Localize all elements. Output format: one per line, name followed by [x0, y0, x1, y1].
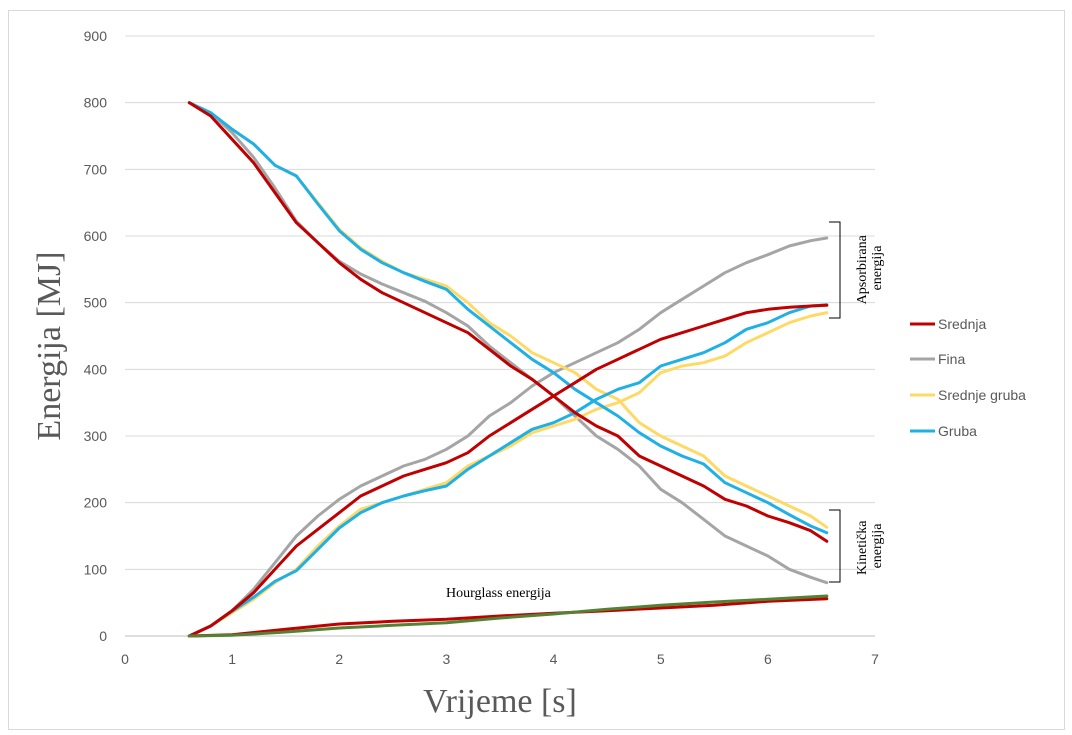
y-tick-label: 100 [84, 561, 108, 577]
legend-label-fina: Fina [938, 351, 965, 367]
y-axis-title: Energija [MJ] [31, 251, 68, 440]
x-tick-label: 7 [871, 651, 879, 667]
y-tick-label: 700 [84, 161, 108, 177]
absorbed-bracket [829, 221, 841, 319]
legend-label-gruba: Gruba [938, 423, 977, 439]
absorbed-annotation-line1: Apsorbirana [855, 234, 870, 304]
kinetic-annotation-line1: Kinetička [855, 520, 870, 575]
y-tick-label: 300 [84, 428, 108, 444]
legend-label-srednje-gruba: Srednje gruba [938, 387, 1026, 403]
series-line-srednja-hourglass [187, 597, 829, 638]
gridlines [125, 35, 875, 570]
absorbed-annotation: Apsorbirana energija [855, 232, 885, 305]
series-line-srednja-apsorbirana [187, 303, 829, 638]
series-line-hourglass-hourglass [187, 594, 829, 638]
series-line-gruba-apsorbirana [187, 303, 829, 638]
y-tick-label: 800 [84, 95, 108, 111]
legend: Srednja Fina Srednje gruba Gruba [910, 316, 1026, 439]
x-tick-label: 2 [335, 651, 343, 667]
x-tick-label: 4 [550, 651, 558, 667]
x-tick-label: 3 [443, 651, 451, 667]
kinetic-annotation-line2: energija [870, 523, 885, 569]
y-tick-label: 900 [84, 28, 108, 44]
x-tick-label: 1 [228, 651, 236, 667]
x-tick-label: 0 [121, 651, 129, 667]
hourglass-annotation: Hourglass energija [446, 586, 552, 601]
y-tick-label: 500 [84, 295, 108, 311]
legend-label-srednja: Srednja [938, 316, 986, 332]
series-line-gruba-kineticka [187, 101, 829, 535]
chart-frame [8, 10, 1065, 730]
x-tick-label: 6 [764, 651, 772, 667]
x-tick-label: 5 [657, 651, 665, 667]
x-axis-title: Vrijeme [s] [423, 683, 577, 720]
y-tick-label: 600 [84, 228, 108, 244]
series-line-fina-kineticka [187, 101, 829, 585]
x-tick-labels: 0 1 2 3 4 5 6 7 [121, 651, 879, 667]
kinetic-annotation: Kinetička energija [855, 517, 885, 575]
y-tick-label: 0 [99, 628, 107, 644]
absorbed-annotation-line2: energija [870, 245, 885, 291]
series-lines [187, 101, 829, 638]
y-tick-label: 200 [84, 495, 108, 511]
y-tick-label: 400 [84, 361, 108, 377]
y-tick-labels: 0 100 200 300 400 500 600 700 800 900 [84, 28, 108, 644]
series-line-srednje-gruba-kineticka [187, 101, 829, 529]
kinetic-bracket [829, 509, 841, 583]
series-line-fina-apsorbirana [187, 236, 829, 638]
series-line-srednja-kineticka [187, 101, 829, 543]
